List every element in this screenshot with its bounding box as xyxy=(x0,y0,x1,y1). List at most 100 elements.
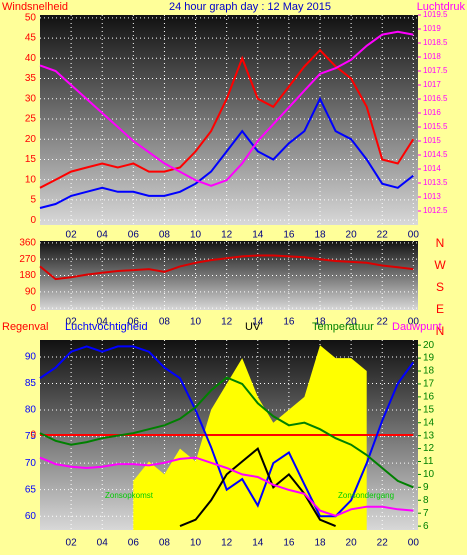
y2-tick-label: 1015 xyxy=(423,136,441,145)
y2-tick-label: 1018 xyxy=(423,52,441,61)
line xyxy=(39,254,414,281)
x-tick-label: 18 xyxy=(314,230,326,241)
annotation: Zonsondergang xyxy=(338,491,394,500)
y2-tick-label: 1016.5 xyxy=(423,94,448,103)
x-tick-label: 08 xyxy=(159,538,171,549)
compass-label: S xyxy=(436,280,444,294)
x-tick-label: 16 xyxy=(283,230,295,241)
x-tick-label: 04 xyxy=(97,230,109,241)
annotation: Zonsopkomst xyxy=(105,491,154,500)
y2-tick-label: 1013 xyxy=(423,192,441,201)
compass-label: W xyxy=(434,258,446,272)
y2-tick-label: 1013.5 xyxy=(423,178,448,187)
compass-label: N xyxy=(436,236,445,250)
y-tick-label: 50 xyxy=(25,12,37,23)
x-tick-label: 12 xyxy=(221,230,233,241)
y-tick-label: 20 xyxy=(25,134,37,145)
line xyxy=(39,456,414,517)
x-tick-label: 18 xyxy=(314,538,326,549)
y2-tick-label: 10 xyxy=(423,469,435,480)
x-tick-label: 16 xyxy=(283,538,295,549)
x-tick-label: 02 xyxy=(66,230,78,241)
area xyxy=(133,345,367,530)
legend-label: Temperatuur xyxy=(312,321,374,333)
y2-tick-label: 19 xyxy=(423,353,435,364)
y2-tick-label: 1015.5 xyxy=(423,122,448,131)
x-tick-label: 06 xyxy=(128,538,140,549)
y-tick-label: 75 xyxy=(25,431,37,442)
line xyxy=(39,345,415,518)
x-tick-label: 16 xyxy=(283,317,295,328)
y-tick-label: 90 xyxy=(25,352,37,363)
y-tick-label: 70 xyxy=(25,458,37,469)
y-tick-label: 60 xyxy=(25,511,37,522)
y-tick-label: 35 xyxy=(25,73,37,84)
y-tick-label: 80 xyxy=(25,405,37,416)
y2-tick-label: 18 xyxy=(423,366,435,377)
y-tick-label: 65 xyxy=(25,484,37,495)
y-tick-label: 30 xyxy=(25,93,37,104)
line xyxy=(39,376,414,489)
y2-tick-label: 1018.5 xyxy=(423,38,448,47)
x-tick-label: 18 xyxy=(314,317,326,328)
line xyxy=(39,96,414,209)
x-tick-label: 12 xyxy=(221,317,233,328)
y-tick-label: 15 xyxy=(25,154,37,165)
x-tick-label: 08 xyxy=(159,317,171,328)
y-tick-label: 270 xyxy=(19,254,36,265)
y2-tick-label: 17 xyxy=(423,379,435,390)
y-tick-label: 10 xyxy=(25,174,37,185)
y2-tick-label: 1019.5 xyxy=(423,10,448,19)
y-tick-label: 90 xyxy=(25,286,37,297)
x-tick-label: 22 xyxy=(377,317,389,328)
x-tick-label: 10 xyxy=(190,317,202,328)
x-tick-label: 20 xyxy=(346,538,358,549)
y2-axis-label: Luchtdruk xyxy=(417,1,466,13)
line xyxy=(39,30,414,187)
x-tick-label: 02 xyxy=(66,317,78,328)
x-tick-label: 06 xyxy=(128,317,140,328)
compass-label: N xyxy=(436,324,445,338)
y2-tick-label: 16 xyxy=(423,392,435,403)
y2-tick-label: 1012.5 xyxy=(423,206,448,215)
x-tick-label: 00 xyxy=(408,538,420,549)
y2-tick-label: 1014.5 xyxy=(423,150,448,159)
x-tick-label: 08 xyxy=(159,230,171,241)
x-tick-label: 04 xyxy=(97,538,109,549)
y2-tick-label: 7 xyxy=(423,508,429,519)
chart-title: 24 hour graph day : 12 May 2015 xyxy=(169,1,331,13)
legend-label: Dauwpunt xyxy=(392,321,442,333)
y2-tick-label: 20 xyxy=(423,340,435,351)
x-tick-label: 20 xyxy=(346,230,358,241)
y2-tick-label: 15 xyxy=(423,404,435,415)
y-tick-label: 0 xyxy=(30,303,36,314)
x-tick-label: 06 xyxy=(128,230,140,241)
y2-tick-label: 9 xyxy=(423,482,429,493)
y-tick-label: 0 xyxy=(30,215,36,226)
x-tick-label: 14 xyxy=(252,317,264,328)
y2-tick-label: 1014 xyxy=(423,164,441,173)
y2-tick-label: 11 xyxy=(423,456,434,467)
y-tick-label: 40 xyxy=(25,53,37,64)
y-tick-label: 25 xyxy=(25,114,37,125)
x-tick-label: 22 xyxy=(377,538,389,549)
x-tick-label: 12 xyxy=(221,538,233,549)
legend-label: Regenval xyxy=(2,321,48,333)
x-tick-label: 10 xyxy=(190,538,202,549)
y-tick-label: 85 xyxy=(25,378,37,389)
y-axis-label: Windsnelheid xyxy=(2,1,68,13)
compass-label: E xyxy=(436,302,444,316)
y-tick-label: 5 xyxy=(30,195,36,206)
plot-area xyxy=(40,15,418,225)
y2-tick-label: 13 xyxy=(423,430,435,441)
line xyxy=(39,48,415,189)
y2-tick-label: 1016 xyxy=(423,108,441,117)
y2-tick-label: 1017.5 xyxy=(423,66,448,75)
x-tick-label: 10 xyxy=(190,230,202,241)
y2-tick-label: 12 xyxy=(423,443,435,454)
x-tick-label: 00 xyxy=(408,230,420,241)
y2-tick-label: 14 xyxy=(423,417,435,428)
line xyxy=(179,446,336,528)
y-tick-label: 360 xyxy=(19,237,36,248)
